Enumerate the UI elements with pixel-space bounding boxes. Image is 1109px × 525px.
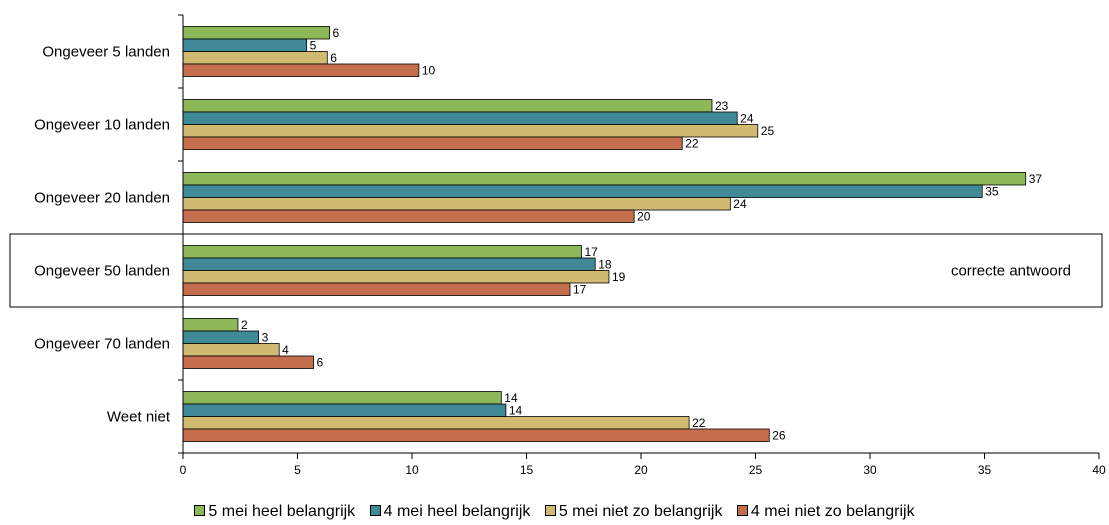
value-label-ongeveer-20-landen-series-1: 37 — [1029, 172, 1043, 186]
bar-ongeveer-70-landen-series-3 — [182, 343, 280, 357]
plot-area: 6561023242522373524201718191723461414222… — [34, 14, 1106, 477]
legend-item-5-mei-heel-belangrijk: 5 mei heel belangrijk — [194, 503, 355, 521]
category-label-weet-niet: Weet niet — [107, 409, 171, 426]
category-label-ongeveer-20-landen: Ongeveer 20 landen — [34, 190, 170, 207]
correct-answer-annotation: correcte antwoord — [951, 263, 1071, 280]
bar-ongeveer-20-landen-series-4 — [182, 209, 635, 223]
bar-weet-niet-series-3 — [182, 416, 690, 430]
bar-ongeveer-70-landen-series-4 — [182, 355, 314, 369]
bar-weet-niet-series-4 — [182, 428, 770, 442]
legend-swatch — [544, 505, 556, 516]
value-label-weet-niet-series-4: 26 — [772, 428, 786, 442]
bar-weet-niet-series-2 — [182, 403, 507, 417]
value-label-ongeveer-50-landen-series-3: 19 — [612, 270, 626, 284]
bar-weet-niet-series-1 — [182, 391, 502, 405]
value-label-ongeveer-10-landen-series-1: 23 — [715, 99, 729, 113]
x-tick-label: 35 — [978, 463, 992, 477]
bar-ongeveer-5-landen-series-4 — [182, 63, 420, 77]
value-label-weet-niet-series-3: 22 — [692, 416, 706, 430]
legend-item-5-mei-niet-zo-belangrijk: 5 mei niet zo belangrijk — [544, 503, 723, 521]
x-tick-label: 5 — [294, 463, 301, 477]
bar-ongeveer-50-landen-series-4 — [182, 282, 571, 296]
legend-item-4-mei-niet-zo-belangrijk: 4 mei niet zo belangrijk — [736, 503, 915, 521]
x-axis-ticks: 0 5 10 15 20 25 30 35 40 — [180, 453, 1106, 477]
legend-swatch — [194, 505, 206, 516]
value-label-ongeveer-20-landen-series-4: 20 — [637, 209, 651, 223]
legend-label: 5 mei niet zo belangrijk — [558, 503, 723, 520]
bar-ongeveer-10-landen-series-1 — [182, 99, 713, 113]
value-label-weet-niet-series-1: 14 — [504, 391, 518, 405]
value-label-ongeveer-5-landen-series-4: 10 — [422, 63, 436, 77]
value-label-ongeveer-5-landen-series-1: 6 — [333, 26, 340, 40]
bar-ongeveer-20-landen-series-1 — [182, 172, 1027, 186]
x-tick-label: 0 — [180, 463, 187, 477]
value-labels-group: 6561023242522373524201718191723461414222… — [241, 26, 1042, 443]
bar-ongeveer-10-landen-series-4 — [182, 136, 683, 150]
value-label-ongeveer-70-landen-series-4: 6 — [317, 355, 324, 369]
x-tick-label: 10 — [405, 463, 419, 477]
x-tick-label: 25 — [749, 463, 763, 477]
x-tick-label: 15 — [520, 463, 534, 477]
value-label-ongeveer-5-landen-series-2: 5 — [310, 38, 317, 52]
bar-ongeveer-70-landen-series-2 — [182, 330, 259, 344]
bar-ongeveer-10-landen-series-3 — [182, 124, 759, 138]
bar-ongeveer-5-landen-series-2 — [182, 38, 308, 52]
bar-ongeveer-20-landen-series-3 — [182, 197, 731, 211]
category-labels: Ongeveer 5 landen Ongeveer 10 landen Ongev… — [34, 44, 171, 426]
value-label-ongeveer-70-landen-series-2: 3 — [262, 330, 269, 344]
category-label-ongeveer-10-landen: Ongeveer 10 landen — [34, 117, 170, 134]
bar-ongeveer-50-landen-series-3 — [182, 270, 610, 284]
bar-ongeveer-70-landen-series-1 — [182, 318, 239, 332]
chart-legend: 5 mei heel belangrijk 4 mei heel belangr… — [0, 503, 1109, 521]
bar-ongeveer-20-landen-series-2 — [182, 184, 983, 198]
x-tick-label: 20 — [634, 463, 648, 477]
value-label-ongeveer-10-landen-series-2: 24 — [740, 111, 754, 125]
value-label-ongeveer-70-landen-series-1: 2 — [241, 318, 248, 332]
bar-ongeveer-50-landen-series-2 — [182, 257, 596, 271]
value-label-ongeveer-10-landen-series-3: 25 — [761, 124, 775, 138]
bar-chart: 6561023242522373524201718191723461414222… — [9, 14, 1106, 477]
legend-swatch — [736, 505, 748, 516]
correct-answer-highlight-box — [9, 233, 1103, 308]
value-label-ongeveer-20-landen-series-2: 35 — [985, 184, 999, 198]
value-label-weet-niet-series-2: 14 — [509, 403, 523, 417]
legend-swatch — [369, 505, 381, 516]
category-label-ongeveer-50-landen: Ongeveer 50 landen — [34, 263, 170, 280]
bar-ongeveer-10-landen-series-2 — [182, 111, 738, 125]
bar-ongeveer-5-landen-series-1 — [182, 26, 330, 40]
bar-ongeveer-50-landen-series-1 — [182, 245, 582, 259]
category-label-ongeveer-70-landen: Ongeveer 70 landen — [34, 336, 170, 353]
x-tick-label: 40 — [1092, 463, 1106, 477]
legend-label: 5 mei heel belangrijk — [208, 503, 356, 520]
value-label-ongeveer-50-landen-series-4: 17 — [573, 282, 587, 296]
value-label-ongeveer-20-landen-series-3: 24 — [733, 197, 747, 211]
value-label-ongeveer-5-landen-series-3: 6 — [330, 51, 337, 65]
value-label-ongeveer-10-landen-series-4: 22 — [685, 136, 699, 150]
x-tick-label: 30 — [863, 463, 877, 477]
bar-ongeveer-5-landen-series-3 — [182, 51, 328, 65]
legend-label: 4 mei niet zo belangrijk — [750, 503, 915, 520]
category-label-ongeveer-5-landen: Ongeveer 5 landen — [42, 44, 170, 61]
value-label-ongeveer-50-landen-series-1: 17 — [584, 245, 598, 259]
legend-item-4-mei-heel-belangrijk: 4 mei heel belangrijk — [369, 503, 531, 521]
value-label-ongeveer-50-landen-series-2: 18 — [598, 257, 612, 271]
legend-label: 4 mei heel belangrijk — [383, 503, 531, 520]
value-label-ongeveer-70-landen-series-3: 4 — [282, 343, 289, 357]
